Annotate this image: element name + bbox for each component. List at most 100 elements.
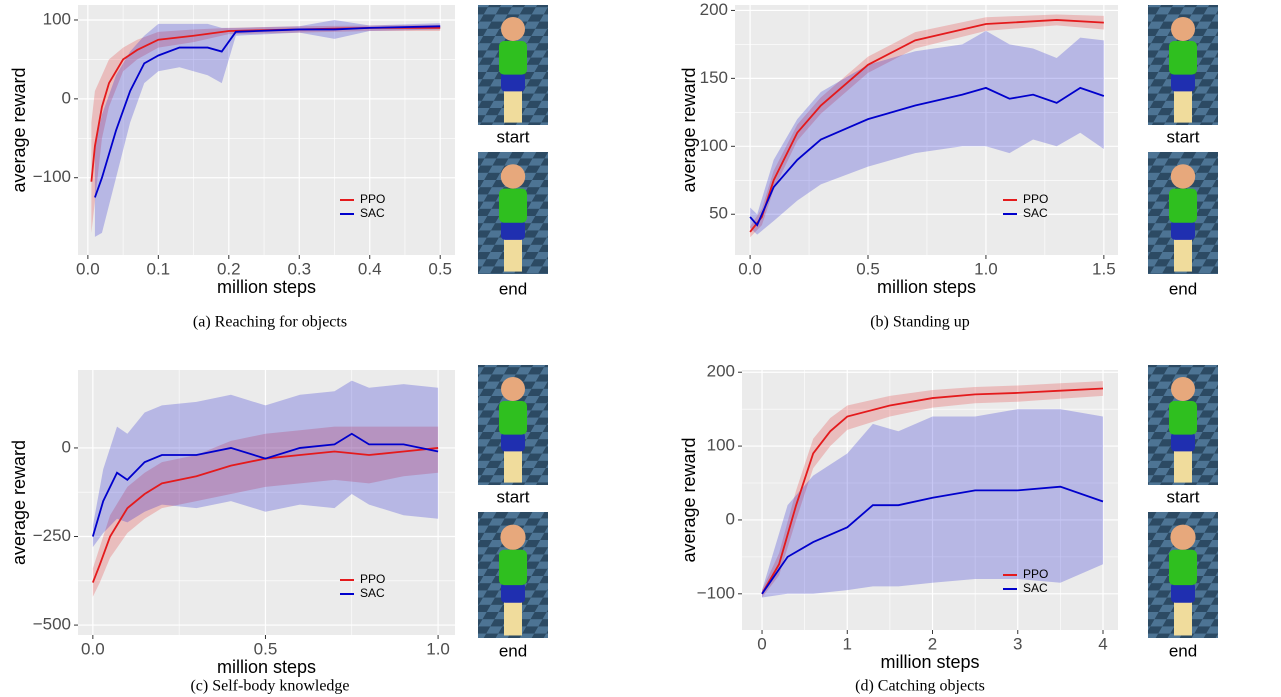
x-tick-label: 0.5 [254, 639, 278, 658]
series-line [94, 25, 441, 198]
subfigure-caption: (c) Self-body knowledge [190, 678, 349, 695]
figure-legs [1174, 86, 1192, 123]
figure-torso [499, 549, 527, 586]
legend-label: SAC [1023, 581, 1048, 595]
legend-label: SAC [1023, 206, 1048, 220]
figure-torso [1169, 401, 1197, 435]
series-line [92, 447, 439, 583]
x-tick-label: 0.5 [428, 259, 452, 278]
y-axis-title: average reward [9, 67, 29, 192]
x-tick-label: 0.0 [81, 639, 105, 658]
image-caption: end [499, 641, 527, 660]
y-tick-label: 0 [62, 437, 71, 456]
legend-label: SAC [360, 586, 385, 600]
figure-shorts [1171, 220, 1195, 240]
figure-head [1170, 164, 1196, 189]
subfigure-caption: (d) Catching objects [855, 678, 985, 695]
subfigure-caption: (a) Reaching for objects [193, 314, 347, 331]
confidence-band [92, 380, 439, 548]
y-tick-label: 0 [726, 509, 735, 528]
y-tick-label: −500 [33, 615, 71, 634]
legend-label: PPO [1023, 192, 1048, 206]
legend-label: PPO [360, 572, 385, 586]
y-tick-label: 100 [43, 9, 71, 28]
figure-shorts [501, 72, 525, 92]
image-caption: end [1169, 279, 1197, 298]
figure-torso [1169, 188, 1197, 223]
figure-legs [504, 597, 522, 636]
figure-head [1170, 524, 1196, 550]
x-tick-label: 0.3 [287, 259, 311, 278]
y-tick-label: 0 [62, 88, 71, 107]
figure-legs [504, 446, 522, 483]
x-tick-label: 0.1 [147, 259, 171, 278]
y-tick-label: −250 [33, 526, 71, 545]
image-caption: start [496, 127, 529, 146]
y-tick-label: 200 [707, 362, 735, 381]
x-tick-label: 0.2 [217, 259, 241, 278]
figure-legs [504, 86, 522, 123]
confidence-band [762, 409, 1103, 598]
x-tick-label: 0.0 [76, 259, 100, 278]
x-axis-title: million steps [217, 657, 316, 677]
figure-shorts [501, 582, 525, 603]
y-axis-title: average reward [679, 67, 699, 192]
x-tick-label: 1.0 [974, 259, 998, 278]
figure-torso [1169, 41, 1197, 75]
y-tick-label: 100 [700, 136, 728, 155]
figure-legs [1174, 446, 1192, 483]
subfigure-caption: (b) Standing up [870, 314, 970, 331]
y-tick-label: 200 [700, 0, 728, 19]
x-tick-label: 0 [757, 634, 766, 653]
x-axis-title: million steps [877, 277, 976, 297]
y-tick-label: −100 [33, 167, 71, 186]
figure-shorts [1171, 582, 1195, 603]
image-caption: end [1169, 641, 1197, 660]
image-caption: start [1166, 487, 1199, 506]
x-tick-label: 1.5 [1092, 259, 1116, 278]
legend-label: PPO [1023, 567, 1048, 581]
x-tick-label: 3 [1013, 634, 1022, 653]
y-tick-label: 150 [700, 68, 728, 87]
image-caption: end [499, 279, 527, 298]
plot-marks [761, 381, 1104, 598]
figure-torso [1169, 549, 1197, 586]
legend-label: PPO [360, 192, 385, 206]
figure-head [1171, 377, 1195, 401]
series-line [91, 432, 439, 537]
plot-marks [90, 19, 441, 237]
image-caption: start [496, 487, 529, 506]
x-tick-label: 1.0 [426, 639, 450, 658]
figure-torso [499, 41, 527, 75]
confidence-band [92, 426, 439, 597]
x-axis-title: million steps [217, 277, 316, 297]
x-tick-label: 0.0 [738, 259, 762, 278]
y-axis-title: average reward [9, 440, 29, 565]
figure-shorts [1171, 72, 1195, 92]
image-caption: start [1166, 127, 1199, 146]
figure-shorts [501, 220, 525, 240]
plot-background [78, 370, 455, 635]
figure-head [500, 164, 526, 189]
figure-shorts [1171, 432, 1195, 452]
y-tick-label: 50 [709, 204, 728, 223]
plot-background [78, 5, 455, 255]
x-tick-label: 0.5 [856, 259, 880, 278]
series-line [761, 485, 1104, 595]
plot-marks [91, 380, 439, 597]
x-tick-label: 2 [928, 634, 937, 653]
figure-head [500, 524, 526, 550]
series-line [749, 86, 1105, 227]
y-tick-label: −100 [697, 583, 735, 602]
figure-legs [504, 234, 522, 272]
figure-head [1171, 17, 1195, 41]
series-line [761, 387, 1104, 595]
figure-torso [499, 401, 527, 435]
figure-legs [1174, 234, 1192, 272]
x-tick-label: 1 [843, 634, 852, 653]
plot-marks [749, 14, 1105, 238]
confidence-band [750, 30, 1104, 235]
y-axis-title: average reward [679, 437, 699, 562]
y-tick-label: 100 [707, 436, 735, 455]
